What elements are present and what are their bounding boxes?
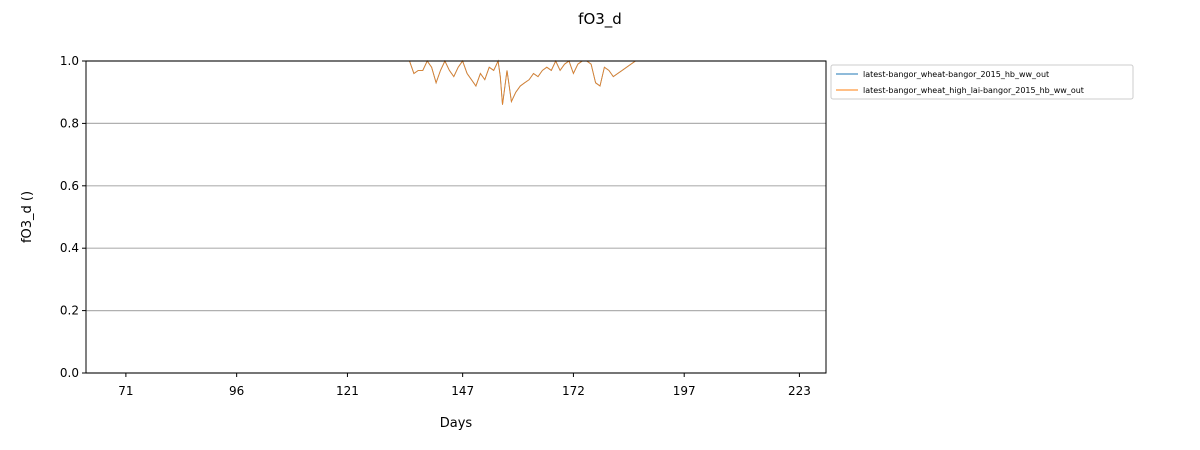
legend-label-1: latest-bangor_wheat-bangor_2015_hb_ww_ou…	[863, 70, 1049, 79]
series-line-2	[86, 59, 826, 105]
y-tick-label: 1.0	[60, 54, 79, 68]
legend-frame	[830, 64, 1134, 100]
y-axis-title: fO3_d ()	[20, 191, 35, 243]
plot-frame	[85, 60, 827, 374]
x-tick-label: 121	[336, 384, 359, 398]
x-tick-label: 71	[118, 384, 133, 398]
series-layer	[86, 59, 826, 105]
x-tick-label: 197	[673, 384, 696, 398]
y-tick-label: 0.8	[60, 116, 79, 130]
legend-items: latest-bangor_wheat-bangor_2015_hb_ww_ou…	[836, 70, 1084, 95]
y-tick-label: 0.0	[60, 366, 79, 380]
y-tick-label: 0.2	[60, 304, 79, 318]
x-tick-label: 96	[229, 384, 244, 398]
x-tick-label: 147	[451, 384, 474, 398]
x-axis-title: Days	[440, 416, 473, 431]
tick-layer: 0.0 0.2 0.4 0.6 0.8 1.0 71 96 121 147 172 197 223	[60, 54, 811, 398]
y-tick-label: 0.4	[60, 241, 79, 255]
y-tick-label: 0.6	[60, 179, 79, 193]
x-tick-label: 223	[788, 384, 811, 398]
legend-label-2: latest-bangor_wheat_high_lai-bangor_2015…	[863, 86, 1084, 95]
chart-title: fO3_d	[578, 10, 622, 29]
x-tick-label: 172	[562, 384, 585, 398]
legend: latest-bangor_wheat-bangor_2015_hb_ww_ou…	[830, 64, 1134, 100]
